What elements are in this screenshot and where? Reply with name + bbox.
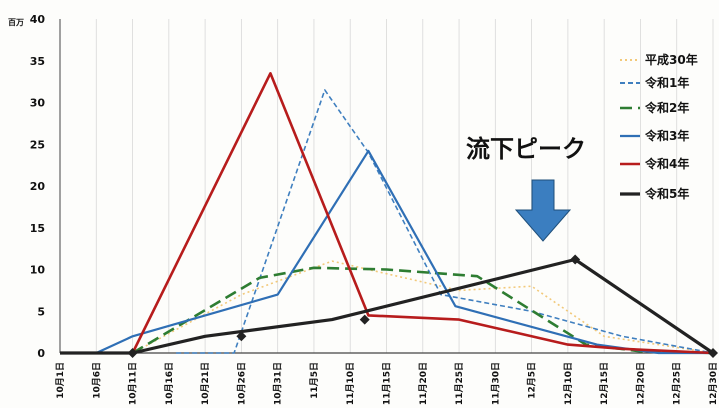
x-tick-label: 10月11日: [128, 362, 139, 405]
x-tick-label: 11月20日: [418, 362, 429, 405]
peak-annotation: 流下ピーク: [466, 135, 586, 163]
legend-label: 令和3年: [644, 128, 689, 143]
series-lines: [60, 72, 718, 358]
x-tick-label: 12月25日: [672, 362, 683, 405]
y-tick-label: 30: [30, 97, 46, 110]
legend-label: 令和4年: [644, 156, 689, 171]
x-tick-label: 11月10日: [345, 362, 356, 405]
y-tick-label: 40: [30, 13, 46, 26]
x-tick-label: 12月10日: [563, 362, 574, 405]
data-point: [570, 254, 581, 265]
legend-label: 令和1年: [644, 75, 689, 90]
x-tick-label: 11月5日: [309, 362, 320, 399]
x-tick-label: 12月15日: [599, 362, 610, 405]
axes: [59, 19, 713, 354]
y-tick-label: 10: [30, 264, 46, 277]
x-tick-label: 10月1日: [55, 362, 66, 399]
y-tick-label: 25: [30, 138, 45, 151]
y-tick-label: 0: [37, 347, 45, 360]
legend-label: 令和2年: [644, 100, 689, 115]
x-tick-label: 12月20日: [635, 362, 646, 405]
x-tick-label: 12月5日: [527, 362, 538, 399]
series-line: [60, 257, 714, 355]
data-point: [236, 331, 247, 342]
y-tick-label: 15: [30, 222, 45, 235]
y-tick-label: 5: [37, 305, 45, 318]
x-tick-label: 10月21日: [200, 362, 211, 405]
data-point: [127, 348, 138, 358]
legend-label: 平成30年: [645, 52, 698, 67]
series-line: [131, 72, 714, 355]
y-tick-labels: 0 5 10 15 20 25 30 35 40: [30, 13, 46, 360]
y-tick-label: 35: [30, 55, 45, 68]
x-tick-label: 10月6日: [91, 362, 102, 399]
x-tick-label: 11月30日: [490, 362, 501, 405]
x-tick-labels: 10月1日 10月6日 10月11日 10月16日 10月21日 10月26日 10月31日…: [55, 362, 719, 405]
x-tick-label: 10月26日: [236, 362, 247, 405]
unit-label: 百万: [8, 18, 24, 27]
x-tick-label: 11月25日: [454, 362, 465, 405]
legend-label: 令和5年: [644, 186, 689, 201]
y-tick-label: 20: [30, 180, 46, 193]
data-point: [708, 348, 718, 358]
series-line: [132, 260, 714, 354]
x-tick-label: 10月16日: [164, 362, 175, 405]
data-point: [359, 314, 370, 325]
x-tick-label: 10月31日: [273, 362, 284, 405]
series-line: [176, 89, 714, 354]
series-line: [95, 149, 713, 355]
x-tick-label: 12月30日: [708, 362, 719, 405]
down-arrow-icon: [514, 179, 572, 242]
x-tick-label: 11月15日: [382, 362, 393, 405]
